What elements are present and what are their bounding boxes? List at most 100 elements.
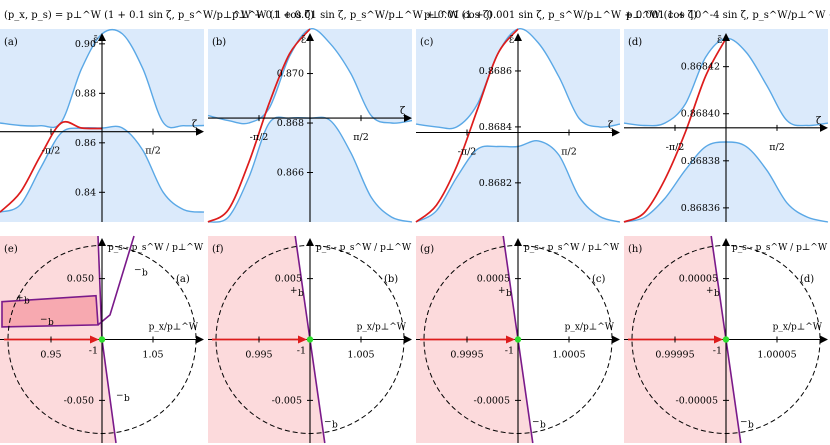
origin-marker (98, 336, 106, 343)
y-tick-label: -0.050 (64, 395, 94, 406)
series-red-line (415, 28, 519, 223)
origin-marker (514, 336, 522, 343)
panel-c: ζ ε̄ (c) -π/2 π/2 0.8686 0.8684 0.8682 (415, 28, 621, 223)
series-red-line (623, 37, 727, 223)
y-axis-label: ε̄ (509, 35, 514, 46)
shade-upper (624, 29, 828, 126)
inner-label: (c) (592, 274, 606, 285)
column-title-2: p⊥^W (1 + 0.01 sin ζ, p_s^W/p⊥^W + 0.01 … (232, 10, 492, 21)
region-label-plus: + (16, 294, 24, 304)
y-axis-label: p_s - p_s^W / p⊥^W (524, 243, 620, 253)
series-red-line (207, 28, 311, 223)
y-tick-label: 0.84 (75, 187, 96, 198)
x-tick-label: -π/2 (458, 146, 477, 157)
x-axis-label: p_x/p⊥^W (773, 323, 823, 333)
x-tick-label: 0.99995 (655, 350, 694, 361)
marker-label: -1 (713, 346, 722, 357)
panel-e: + b− b− b− b(e)(a)p_s - p_s^W / p⊥^Wp_x/p⊥^W… (0, 235, 204, 444)
column-title-1: (p_x, p_s) = p⊥^W (1 + 0.1 sin ζ, p_s^W/… (4, 10, 314, 21)
y-axis-label: ε̄ (301, 35, 306, 46)
column-title-3: p⊥^W (1 + 0.001 sin ζ, p_s^W/p⊥^W + 0.00… (424, 10, 697, 21)
y-tick-label: -0.005 (272, 395, 302, 406)
region-label-plus: + (498, 286, 506, 296)
panel-label: (h) (628, 244, 642, 255)
x-axis-label: ζ (608, 120, 614, 131)
shade-upper (0, 29, 204, 128)
region-label-minus-2-sub: b (142, 269, 148, 279)
inner-label: (d) (800, 274, 814, 285)
panel-label: (a) (4, 37, 18, 48)
region-label-minus: − (40, 315, 48, 325)
region-label-minus-sub: b (332, 420, 338, 430)
region-label-minus-2: − (134, 266, 142, 276)
x-axis-label: ζ (192, 120, 198, 131)
region-label-minus: − (740, 417, 748, 427)
region-label-minus: − (324, 417, 332, 427)
x-tick-label: 1.005 (347, 350, 374, 361)
panel-g: + b− b(g)(c)p_s - p_s^W / p⊥^Wp_x/p⊥^W-10.… (416, 235, 620, 444)
panel-d: ζ ε̄ (d) -π/2 π/2 0.86842 0.86840 0.86838 0.8683… (623, 29, 829, 223)
x-tick-label: π/2 (353, 132, 369, 143)
y-tick-label: 0.870 (277, 69, 304, 80)
x-tick-label: 1.05 (142, 350, 163, 361)
x-axis-label: p_x/p⊥^W (357, 323, 407, 333)
y-axis-label: p_s - p_s^W / p⊥^W (732, 243, 828, 253)
marker-label: -1 (505, 346, 514, 357)
x-tick-label: 0.995 (245, 350, 272, 361)
shade-upper (208, 28, 412, 124)
y-tick-label: -0.0005 (474, 395, 510, 406)
y-axis-label: ε̄ (93, 35, 98, 46)
y-tick-label: 0.8686 (479, 66, 512, 77)
y-tick-label: 0.86 (75, 138, 96, 149)
y-tick-label: 0.050 (67, 274, 94, 285)
y-tick-label: 0.90 (75, 39, 96, 50)
x-axis-label: p_x/p⊥^W (565, 323, 615, 333)
x-tick-label: -π/2 (250, 132, 269, 143)
x-tick-label: 1.00005 (757, 350, 796, 361)
region-label-minus-3: − (116, 391, 124, 401)
panel-h: + b− b(h)(d)p_s - p_s^W / p⊥^Wp_x/p⊥^W-10.… (624, 235, 828, 444)
x-tick-label: π/2 (561, 146, 577, 157)
panel-label: (e) (4, 244, 18, 255)
y-axis-label: p_s - p_s^W / p⊥^W (316, 243, 412, 253)
y-tick-label: 0.86840 (681, 109, 720, 120)
x-tick-label: π/2 (769, 142, 785, 153)
y-tick-label: 0.005 (275, 274, 302, 285)
region-label-minus: − (532, 417, 540, 427)
y-tick-label: 0.8682 (479, 178, 512, 189)
region-label-plus-sub: b (24, 297, 30, 307)
region-label-minus-sub: b (748, 420, 754, 430)
shade-upper (416, 28, 620, 129)
x-tick-label: π/2 (145, 146, 161, 157)
panel-f: + b− b(f)(b)p_s - p_s^W / p⊥^Wp_x/p⊥^W-10.… (208, 235, 412, 444)
y-tick-label: 0.86836 (681, 203, 720, 214)
inner-label: (a) (176, 274, 190, 285)
panel-label: (f) (212, 244, 224, 255)
region-label-plus-sub: b (506, 289, 512, 299)
series-red-line (0, 120, 103, 213)
y-tick-label: 0.0005 (477, 274, 510, 285)
y-axis-label: p_s - p_s^W / p⊥^W (108, 243, 204, 253)
x-tick-label: -π/2 (666, 142, 685, 153)
panels: ζ ε̄ (a) -π/2 π/2 0.90 0.88 0.86 0.84 ζ ε̄ (b) -π/2 π… (0, 28, 829, 444)
x-tick-label: 0.95 (40, 350, 61, 361)
y-tick-label: 0.8684 (479, 122, 512, 133)
panel-label: (c) (420, 37, 434, 48)
region-label-minus-sub: b (48, 318, 54, 328)
x-axis-label: p_x/p⊥^W (149, 323, 199, 333)
panel-a: ζ ε̄ (a) -π/2 π/2 0.90 0.88 0.86 0.84 (0, 28, 205, 222)
panel-label: (d) (628, 37, 642, 48)
marker-label: -1 (89, 346, 98, 357)
y-tick-label: 0.866 (277, 168, 304, 179)
x-tick-label: -π/2 (42, 146, 61, 157)
panel-b: ζ ε̄ (b) -π/2 π/2 0.870 0.868 0.866 (207, 28, 413, 223)
y-tick-label: 0.86838 (681, 156, 720, 167)
region-label-minus-sub: b (540, 420, 546, 430)
x-axis-label: ζ (400, 106, 406, 117)
y-tick-label: 0.86842 (681, 62, 720, 73)
region-label-plus: + (706, 286, 714, 296)
y-tick-label: 0.00005 (679, 274, 718, 285)
x-tick-label: 1.0005 (552, 350, 585, 361)
marker-label: -1 (297, 346, 306, 357)
